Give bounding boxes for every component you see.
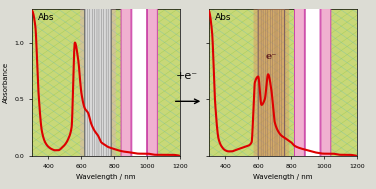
Bar [299,0,305,189]
Text: +e⁻: +e⁻ [176,71,198,81]
Circle shape [121,0,131,189]
FancyBboxPatch shape [305,0,320,189]
Circle shape [147,0,158,189]
X-axis label: Wavelength / nm: Wavelength / nm [253,174,313,180]
Circle shape [258,0,285,189]
Bar [147,0,152,189]
Text: Abs: Abs [215,13,231,22]
Text: e⁻: e⁻ [266,52,277,61]
Text: Abs: Abs [38,13,55,22]
Circle shape [294,0,305,189]
Circle shape [80,0,116,189]
Circle shape [253,0,289,189]
X-axis label: Wavelength / nm: Wavelength / nm [76,174,136,180]
Circle shape [85,0,111,189]
FancyBboxPatch shape [132,0,147,189]
Y-axis label: Absorbance: Absorbance [3,62,9,103]
Bar [126,0,132,189]
Bar [320,0,326,189]
Circle shape [321,0,331,189]
